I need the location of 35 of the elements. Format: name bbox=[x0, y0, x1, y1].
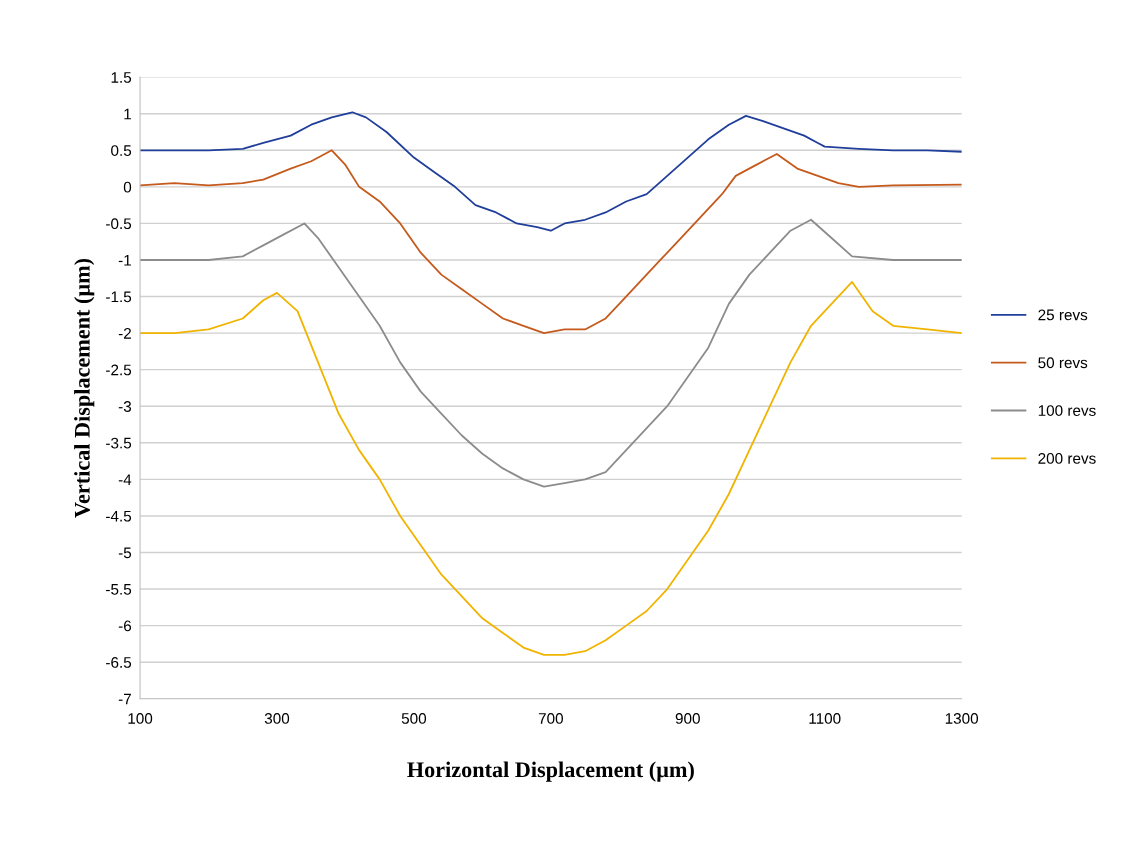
line-series bbox=[140, 149, 962, 335]
y-tick-label: -1.5 bbox=[106, 291, 132, 303]
x-tick-label: 500 bbox=[401, 713, 427, 724]
y-tick-label: 0 bbox=[123, 181, 132, 193]
x-tick-label: 100 bbox=[128, 713, 153, 724]
y-tick-label: -5.5 bbox=[106, 584, 132, 595]
y-tick-label: 1 bbox=[124, 108, 131, 120]
y-tick-label: -2 bbox=[118, 327, 131, 339]
legend-label: 25 revs bbox=[1038, 309, 1088, 321]
y-tick-label: -3.5 bbox=[106, 437, 132, 449]
y-tick-label: 0.5 bbox=[111, 145, 132, 156]
y-tick-label: -1 bbox=[118, 255, 131, 266]
y-tick-label: -3 bbox=[118, 401, 132, 412]
y-tick-label: -4 bbox=[118, 474, 132, 485]
y-tick-label: -5 bbox=[118, 547, 132, 559]
x-tick-label: 700 bbox=[538, 713, 563, 724]
y-tick-label: -4.5 bbox=[106, 510, 132, 522]
y-tick-label: -2.5 bbox=[106, 364, 132, 376]
x-axis-title: Horizontal Displacement (µm) bbox=[407, 761, 694, 782]
y-tick-label: -7 bbox=[118, 693, 131, 705]
y-tick-label: -0.5 bbox=[106, 218, 132, 230]
line-series bbox=[140, 111, 962, 232]
x-tick-label: 900 bbox=[675, 713, 700, 724]
legend-label: 100 revs bbox=[1038, 405, 1096, 416]
x-tick-label: 1100 bbox=[809, 713, 841, 724]
legend-label: 200 revs bbox=[1038, 453, 1096, 464]
x-tick-label: 1300 bbox=[945, 713, 979, 724]
y-axis-title: Vertical Displacement (µm) bbox=[74, 258, 95, 518]
legend-label: 50 revs bbox=[1038, 357, 1088, 369]
y-tick-label: -6.5 bbox=[106, 657, 132, 668]
y-tick-label: -6 bbox=[118, 620, 132, 632]
y-tick-label: 1.5 bbox=[111, 72, 132, 83]
line-series bbox=[140, 218, 962, 488]
line-series bbox=[140, 281, 962, 656]
x-tick-label: 300 bbox=[264, 713, 290, 724]
